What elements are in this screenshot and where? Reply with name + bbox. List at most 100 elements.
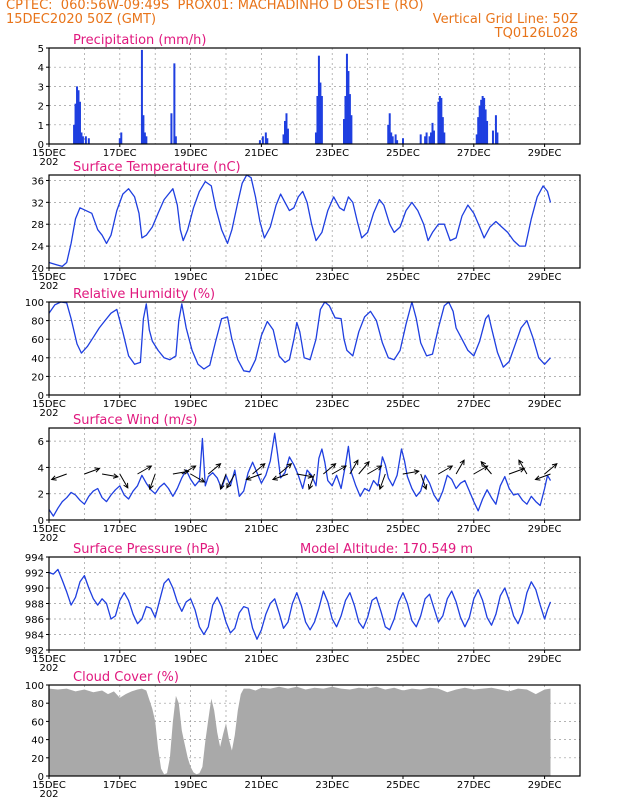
temp-panel: Surface Temperature (nC) 20 24 28 32 36 15DEC 1… [31,160,581,292]
precip-bar [286,128,289,144]
wind-vector-head [422,484,428,491]
pres-xtick-label: 27DEC [457,654,491,665]
precip-bar [261,136,264,144]
rh-xtick-year: 202 [39,408,58,419]
precip-bar [282,134,285,144]
wind-xtick-label: 15DEC [32,524,66,535]
precip-ytick-label: 3 [38,82,44,93]
wind-vector-head [376,465,383,471]
wind-ytick-label: 2 [38,490,44,501]
precip-bar [396,140,399,144]
wind-vector [119,473,129,489]
precip-title: Precipitation (mm/h) [73,33,206,48]
pres-title: Surface Pressure (hPa) [73,542,220,557]
pres-ytick-label: 984 [25,631,44,642]
wind-xtick-label: 21DEC [245,524,279,535]
precip-bar [387,124,390,144]
temp-xtick-label: 23DEC [315,272,349,283]
precip-ytick-label: 0 [38,140,44,151]
wind-vector [102,473,118,478]
wind-vector-head [447,465,454,471]
wind-xtick-label: 17DEC [103,524,137,535]
wind-vector [358,461,370,475]
wind-vector-head [271,475,278,481]
pres-xtick-label: 21DEC [245,654,279,665]
wind-vector [331,465,347,475]
wind-vector-head [330,463,337,469]
wind-vector [272,473,289,480]
precip-bar [491,130,494,144]
precip-bar [390,132,393,144]
precip-bar [480,99,483,144]
precip-bar [174,136,177,144]
precip-bar [430,132,433,144]
wind-vector [379,473,386,490]
rh-xtick-label: 21DEC [245,399,279,410]
wind-vector-head [480,460,487,467]
precip-bar [320,96,323,144]
temp-series-line [48,174,552,268]
pres-xtick-label: 23DEC [315,654,349,665]
pres-xtick-label: 25DEC [386,654,420,665]
wind-frame [48,427,581,521]
pres-xtick-label: 17DEC [103,654,137,665]
rh-xtick-label: 29DEC [528,399,562,410]
precip-bar [284,120,286,144]
temp-frame [48,174,581,269]
precip-bar [266,138,269,144]
wind-vector-head [378,484,384,491]
precip-bar [120,132,123,144]
wind-vector-head [459,459,465,466]
wind-vector-head [286,463,293,469]
wind-vector-head [341,465,348,471]
rh-ytick-label: 20 [31,372,44,383]
cloud-panel: Cloud Cover (%) 0 20 40 60 80 100 15DEC 17DEC 19D… [25,670,581,800]
temp-ytick-label: 24 [31,242,44,253]
cloud-xtick-label: 19DEC [174,780,208,791]
rh-title: Relative Humidity (%) [73,287,215,302]
temp-xtick-label: 17DEC [103,272,137,283]
precip-bar [258,140,261,144]
precip-bar [347,71,350,144]
precip-bar [350,115,353,144]
temp-ytick-label: 32 [31,198,44,209]
wind-vector [438,465,453,475]
precip-bar [343,119,345,144]
precip-bar [317,55,320,144]
cloud-area [49,686,551,776]
precip-bar [424,136,427,144]
precip-xtick-label: 29DEC [528,148,562,159]
precip-bar [440,97,443,144]
temp-xtick-label: 19DEC [174,272,208,283]
cloud-xtick-label: 23DEC [315,780,349,791]
precip-bar [425,132,428,144]
wind-vector-head [94,467,101,473]
cloud-ytick-label: 0 [38,772,44,783]
wind-vector-head [307,473,314,479]
precip-ytick-label: 5 [38,44,44,55]
wind-vector-head [534,475,541,481]
rh-xtick-label: 19DEC [174,399,208,410]
precip-bar [170,113,173,144]
wind-vector [308,473,315,490]
rh-xtick-label: 15DEC [32,399,66,410]
header-grid-line: Vertical Grid Line: 50Z [432,12,578,27]
precip-bar [428,136,431,144]
wind-vector [137,465,152,475]
header-datetime: 15DEC2020 50Z (GMT) [6,12,157,27]
wind-ytick-label: 6 [38,437,44,448]
pres-ytick-label: 990 [25,584,44,595]
wind-vector-head [199,477,206,483]
precip-bar [419,134,422,144]
wind-vector [455,459,465,475]
cloud-title: Cloud Cover (%) [73,670,179,685]
pres-frame [48,556,581,651]
precip-bar [145,136,148,144]
precip-bar [140,49,143,144]
wind-vector-head [148,484,154,491]
rh-ytick-label: 0 [38,391,44,402]
temp-xtick-label: 27DEC [457,272,491,283]
precip-bar [441,117,444,144]
precip-bar [173,63,176,144]
wind-vector-head [245,475,252,481]
